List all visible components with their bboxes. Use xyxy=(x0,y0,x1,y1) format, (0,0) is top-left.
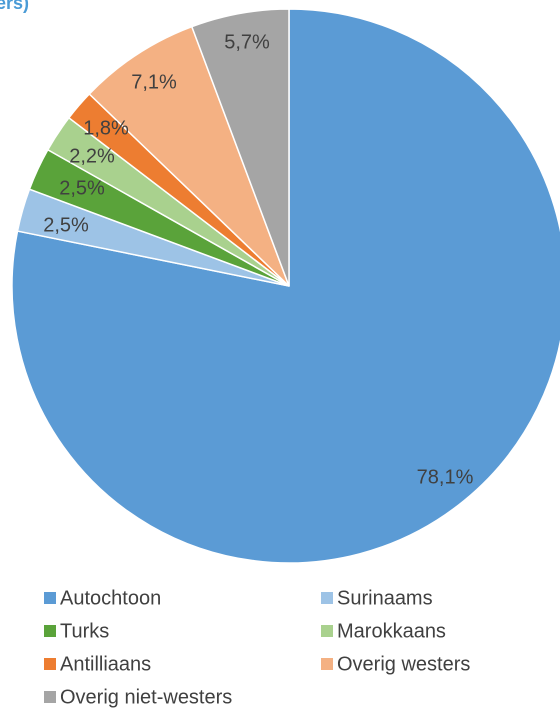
legend-swatch xyxy=(321,658,333,670)
legend-label: Turks xyxy=(60,620,109,642)
data-label: 2,5% xyxy=(59,177,105,199)
legend-label: Marokkaans xyxy=(337,620,446,642)
legend-swatch xyxy=(321,592,333,604)
legend-label: Surinaams xyxy=(337,587,433,609)
data-label: 5,7% xyxy=(224,31,270,53)
data-label: 1,8% xyxy=(83,117,129,139)
data-label: 2,5% xyxy=(43,214,89,236)
legend-label: Overig westers xyxy=(337,653,470,675)
data-label: 78,1% xyxy=(417,466,474,488)
pie-slice xyxy=(190,8,290,287)
legend-swatch xyxy=(321,625,333,637)
data-label: 7,1% xyxy=(131,71,177,93)
legend-label: Autochtoon xyxy=(60,587,161,609)
legend-swatch xyxy=(44,592,56,604)
legend-label: Overig niet-westers xyxy=(60,686,232,708)
legend-label: Antilliaans xyxy=(60,653,151,675)
legend-swatch xyxy=(44,625,56,637)
legend-swatch xyxy=(44,658,56,670)
pie-slice xyxy=(88,25,290,287)
chart-title: ers) xyxy=(0,0,29,13)
data-label: 2,2% xyxy=(69,145,115,167)
legend-swatch xyxy=(44,691,56,703)
